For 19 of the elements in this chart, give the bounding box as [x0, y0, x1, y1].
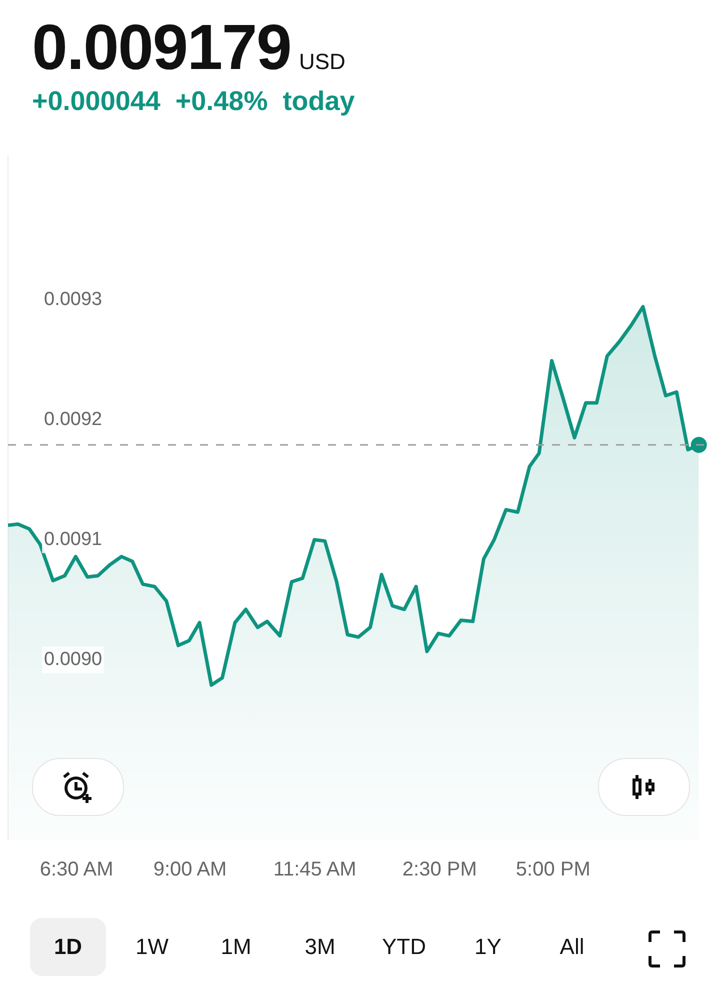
text: 1M	[220, 933, 252, 961]
text: 1Y	[474, 933, 502, 961]
x-tick-label: 5:00 PM	[516, 858, 590, 881]
text: USD	[298, 49, 346, 74]
y-tick-label: 0.0093	[44, 288, 102, 310]
text: 3M	[304, 933, 336, 961]
text: 1D	[30, 918, 106, 976]
x-tick-label: 11:45 AM	[273, 858, 356, 881]
text: YTD	[381, 933, 427, 961]
chart-subtitle: +0.000044 +0.48% today	[32, 86, 355, 117]
y-tick-label: 0.0092	[44, 408, 102, 430]
chart-title: 0.009179	[32, 11, 291, 83]
x-tick-label: 9:00 AM	[153, 858, 227, 881]
y-tick-label: 0.0091	[44, 528, 102, 550]
y-tick-label: 0.0090	[44, 649, 102, 670]
x-tick-label: 2:30 PM	[402, 858, 477, 881]
x-tick-label: 6:30 AM	[40, 858, 114, 881]
text: All	[558, 933, 586, 961]
text: 1W	[134, 933, 170, 961]
